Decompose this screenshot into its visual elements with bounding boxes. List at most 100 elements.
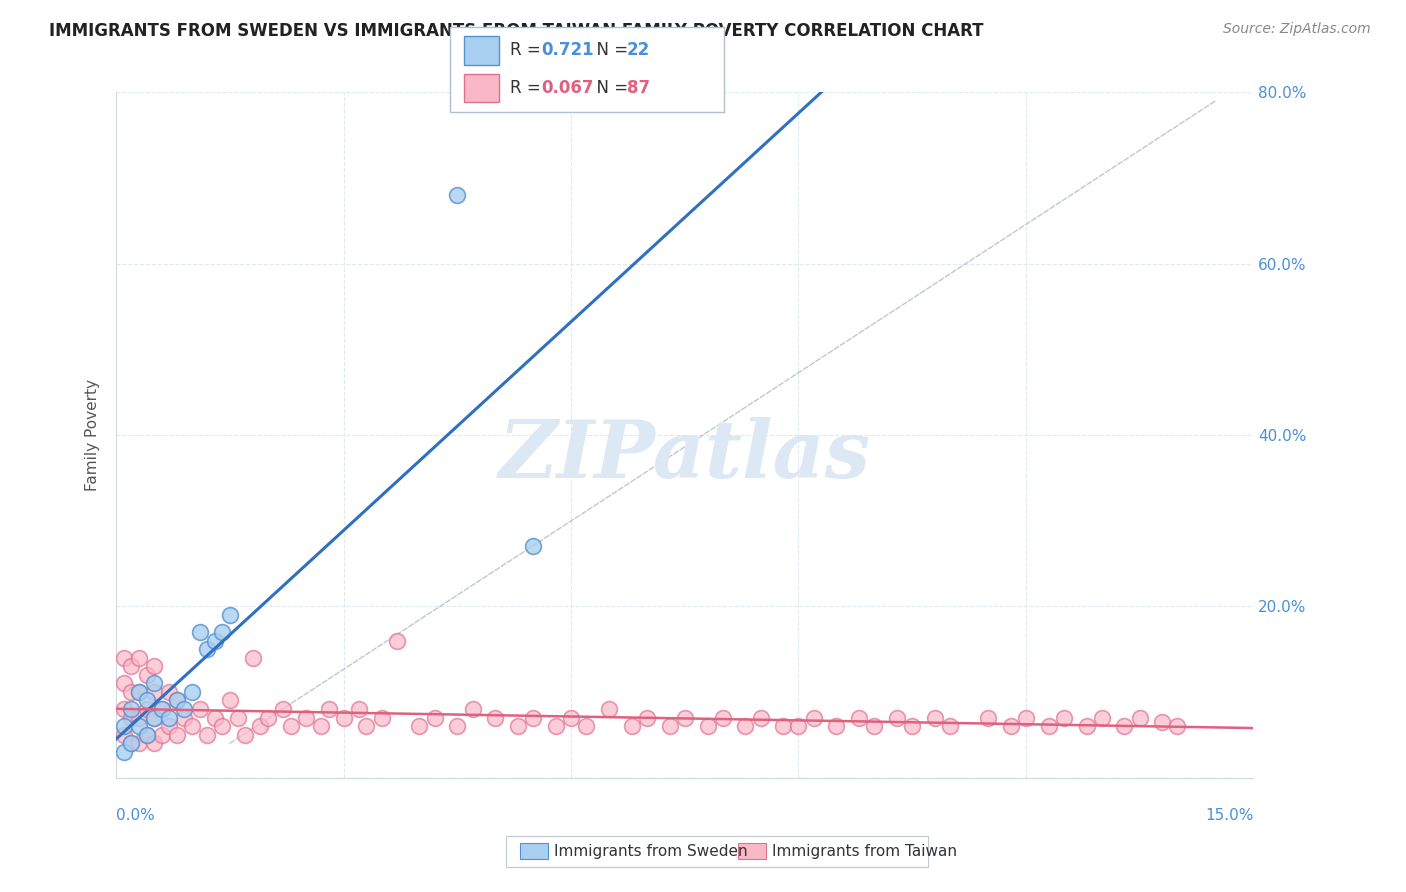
Point	[143, 685, 166, 699]
Point	[522, 711, 544, 725]
Text: IMMIGRANTS FROM SWEDEN VS IMMIGRANTS FROM TAIWAN FAMILY POVERTY CORRELATION CHAR: IMMIGRANTS FROM SWEDEN VS IMMIGRANTS FRO…	[49, 22, 984, 40]
Text: N =: N =	[586, 42, 634, 60]
Text: 15.0%: 15.0%	[1205, 808, 1253, 823]
Point	[446, 719, 468, 733]
Point	[143, 736, 166, 750]
Point	[120, 659, 142, 673]
Point	[696, 719, 718, 733]
Point	[188, 624, 211, 639]
Text: 0.721: 0.721	[541, 42, 593, 60]
Point	[226, 711, 249, 725]
Point	[112, 650, 135, 665]
Point	[135, 728, 157, 742]
Point	[112, 702, 135, 716]
Text: Source: ZipAtlas.com: Source: ZipAtlas.com	[1223, 22, 1371, 37]
Point	[135, 702, 157, 716]
Point	[128, 719, 150, 733]
Point	[598, 702, 620, 716]
Point	[143, 711, 166, 725]
Point	[575, 719, 598, 733]
Point	[204, 633, 226, 648]
Point	[181, 719, 204, 733]
Point	[181, 685, 204, 699]
Point	[135, 693, 157, 707]
Point	[711, 711, 734, 725]
Point	[143, 711, 166, 725]
Point	[423, 711, 446, 725]
Point	[544, 719, 567, 733]
Point	[128, 685, 150, 699]
Point	[309, 719, 332, 733]
Point	[257, 711, 280, 725]
Point	[112, 745, 135, 759]
Point	[1091, 711, 1114, 725]
Point	[1114, 719, 1136, 733]
Point	[120, 702, 142, 716]
Point	[120, 736, 142, 750]
Point	[157, 719, 180, 733]
Text: Immigrants from Sweden: Immigrants from Sweden	[554, 844, 748, 859]
Text: 22: 22	[627, 42, 651, 60]
Point	[195, 728, 218, 742]
Point	[560, 711, 582, 725]
Point	[173, 711, 195, 725]
Point	[1000, 719, 1022, 733]
Point	[484, 711, 506, 725]
Point	[157, 685, 180, 699]
Point	[620, 719, 643, 733]
Point	[211, 624, 233, 639]
Text: Immigrants from Taiwan: Immigrants from Taiwan	[772, 844, 957, 859]
Point	[128, 736, 150, 750]
Point	[294, 711, 316, 725]
Point	[924, 711, 946, 725]
Point	[939, 719, 962, 733]
Point	[211, 719, 233, 733]
Point	[128, 685, 150, 699]
Point	[734, 719, 756, 733]
Point	[249, 719, 271, 733]
Point	[658, 719, 681, 733]
Point	[673, 711, 696, 725]
Point	[135, 667, 157, 681]
Point	[166, 728, 188, 742]
Point	[128, 650, 150, 665]
Text: 0.0%: 0.0%	[117, 808, 155, 823]
Point	[1053, 711, 1076, 725]
Point	[848, 711, 870, 725]
Point	[120, 711, 142, 725]
Point	[787, 719, 810, 733]
Point	[112, 719, 135, 733]
Point	[280, 719, 302, 733]
Point	[385, 633, 408, 648]
Point	[1166, 719, 1188, 733]
Point	[1038, 719, 1060, 733]
Point	[120, 736, 142, 750]
Y-axis label: Family Poverty: Family Poverty	[86, 379, 100, 491]
Point	[143, 659, 166, 673]
Point	[356, 719, 378, 733]
Point	[204, 711, 226, 725]
Point	[318, 702, 340, 716]
Point	[242, 650, 264, 665]
Point	[825, 719, 848, 733]
Point	[128, 711, 150, 725]
Point	[901, 719, 924, 733]
Point	[1076, 719, 1098, 733]
Text: 87: 87	[627, 78, 650, 96]
Point	[863, 719, 886, 733]
Point	[120, 685, 142, 699]
Point	[803, 711, 825, 725]
Point	[135, 728, 157, 742]
Point	[408, 719, 430, 733]
Point	[461, 702, 484, 716]
Text: ZIPatlas: ZIPatlas	[499, 417, 870, 494]
Point	[1129, 711, 1152, 725]
Point	[772, 719, 794, 733]
Point	[195, 642, 218, 657]
Point	[446, 188, 468, 202]
Point	[173, 702, 195, 716]
Text: R =: R =	[510, 42, 547, 60]
Point	[166, 693, 188, 707]
Point	[636, 711, 658, 725]
Point	[977, 711, 1000, 725]
